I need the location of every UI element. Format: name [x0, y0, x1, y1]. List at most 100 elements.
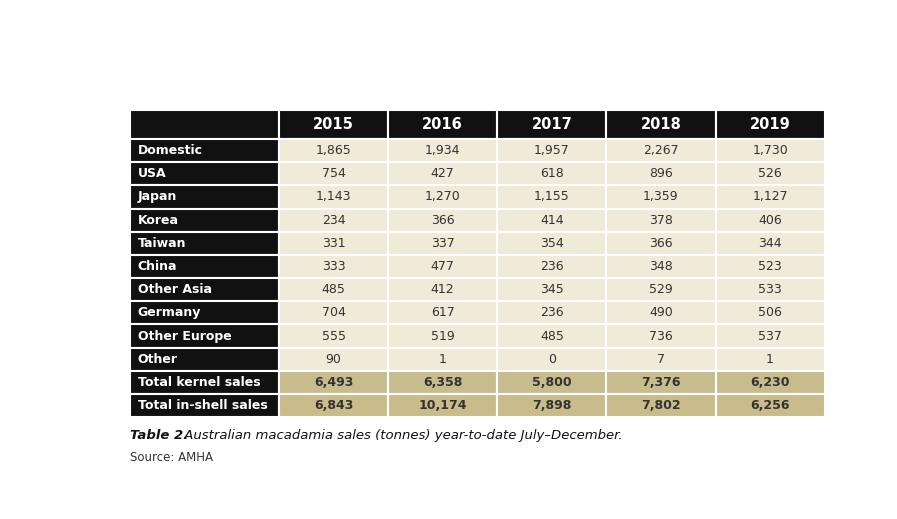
Bar	[716, 110, 824, 139]
Text: 414: 414	[540, 214, 563, 227]
Bar	[129, 324, 279, 348]
Text: 618: 618	[540, 167, 563, 180]
Bar	[279, 185, 388, 209]
Text: 529: 529	[649, 283, 673, 296]
Text: Total in-shell sales: Total in-shell sales	[138, 399, 267, 412]
Text: 7: 7	[657, 353, 665, 366]
Bar	[279, 278, 388, 301]
Text: 533: 533	[758, 283, 782, 296]
Bar	[129, 394, 279, 417]
Bar	[388, 185, 497, 209]
Bar	[497, 139, 606, 162]
Text: 1,155: 1,155	[534, 190, 570, 203]
Text: 1,934: 1,934	[425, 144, 460, 157]
Bar	[388, 301, 497, 324]
Text: 1,270: 1,270	[425, 190, 460, 203]
Bar	[606, 209, 716, 231]
Bar	[497, 278, 606, 301]
Text: Taiwan: Taiwan	[138, 237, 187, 250]
Text: 234: 234	[322, 214, 345, 227]
Text: 1,143: 1,143	[316, 190, 352, 203]
Text: 6,493: 6,493	[314, 376, 353, 389]
Bar	[279, 139, 388, 162]
Bar	[388, 324, 497, 348]
Bar	[129, 255, 279, 278]
Text: 523: 523	[758, 260, 782, 273]
Bar	[716, 162, 824, 185]
Bar	[606, 324, 716, 348]
Bar	[388, 371, 497, 394]
Bar	[129, 139, 279, 162]
Bar	[388, 348, 497, 371]
Bar	[716, 255, 824, 278]
Bar	[497, 348, 606, 371]
Bar	[716, 348, 824, 371]
Text: 7,898: 7,898	[532, 399, 571, 412]
Text: 344: 344	[758, 237, 782, 250]
Text: Other: Other	[138, 353, 178, 366]
Text: 6,256: 6,256	[751, 399, 790, 412]
Bar	[606, 394, 716, 417]
Text: 406: 406	[758, 214, 782, 227]
Text: 1: 1	[766, 353, 774, 366]
Text: 537: 537	[758, 330, 782, 343]
Bar	[388, 209, 497, 231]
Text: Australian macadamia sales (tonnes) year-to-date July–December.: Australian macadamia sales (tonnes) year…	[180, 429, 623, 442]
Text: 490: 490	[649, 306, 673, 319]
Bar	[279, 371, 388, 394]
Bar	[716, 301, 824, 324]
Bar	[129, 185, 279, 209]
Text: 6,358: 6,358	[423, 376, 462, 389]
Text: 366: 366	[431, 214, 455, 227]
Bar	[279, 209, 388, 231]
Text: 6,843: 6,843	[314, 399, 353, 412]
Text: 1,127: 1,127	[753, 190, 788, 203]
Bar	[497, 324, 606, 348]
Bar	[279, 394, 388, 417]
Bar	[279, 231, 388, 255]
Bar	[716, 209, 824, 231]
Text: 366: 366	[649, 237, 673, 250]
Bar	[716, 231, 824, 255]
Text: 1,359: 1,359	[643, 190, 679, 203]
Text: 2017: 2017	[531, 117, 572, 132]
Text: 7,802: 7,802	[641, 399, 681, 412]
Text: Germany: Germany	[138, 306, 201, 319]
Text: 485: 485	[540, 330, 563, 343]
Text: 617: 617	[431, 306, 455, 319]
Text: Total kernel sales: Total kernel sales	[138, 376, 260, 389]
Text: 378: 378	[649, 214, 673, 227]
Bar	[716, 324, 824, 348]
Text: 485: 485	[322, 283, 345, 296]
Bar	[279, 255, 388, 278]
Bar	[497, 209, 606, 231]
Text: 1,730: 1,730	[753, 144, 788, 157]
Text: Other Europe: Other Europe	[138, 330, 231, 343]
Bar	[129, 371, 279, 394]
Bar	[129, 110, 279, 139]
Bar	[716, 278, 824, 301]
Text: 736: 736	[649, 330, 673, 343]
Bar	[606, 162, 716, 185]
Bar	[279, 301, 388, 324]
Text: Domestic: Domestic	[138, 144, 203, 157]
Text: 2018: 2018	[640, 117, 682, 132]
Bar	[497, 231, 606, 255]
Text: 412: 412	[431, 283, 455, 296]
Bar	[606, 301, 716, 324]
Text: 337: 337	[431, 237, 455, 250]
Text: 519: 519	[431, 330, 455, 343]
Bar	[606, 139, 716, 162]
Bar	[129, 209, 279, 231]
Text: 506: 506	[758, 306, 782, 319]
Bar	[129, 278, 279, 301]
Bar	[388, 394, 497, 417]
Text: 331: 331	[322, 237, 345, 250]
Text: 0: 0	[548, 353, 556, 366]
Text: 896: 896	[649, 167, 673, 180]
Text: Other Asia: Other Asia	[138, 283, 212, 296]
Text: China: China	[138, 260, 178, 273]
Bar	[606, 185, 716, 209]
Text: USA: USA	[138, 167, 167, 180]
Text: Japan: Japan	[138, 190, 178, 203]
